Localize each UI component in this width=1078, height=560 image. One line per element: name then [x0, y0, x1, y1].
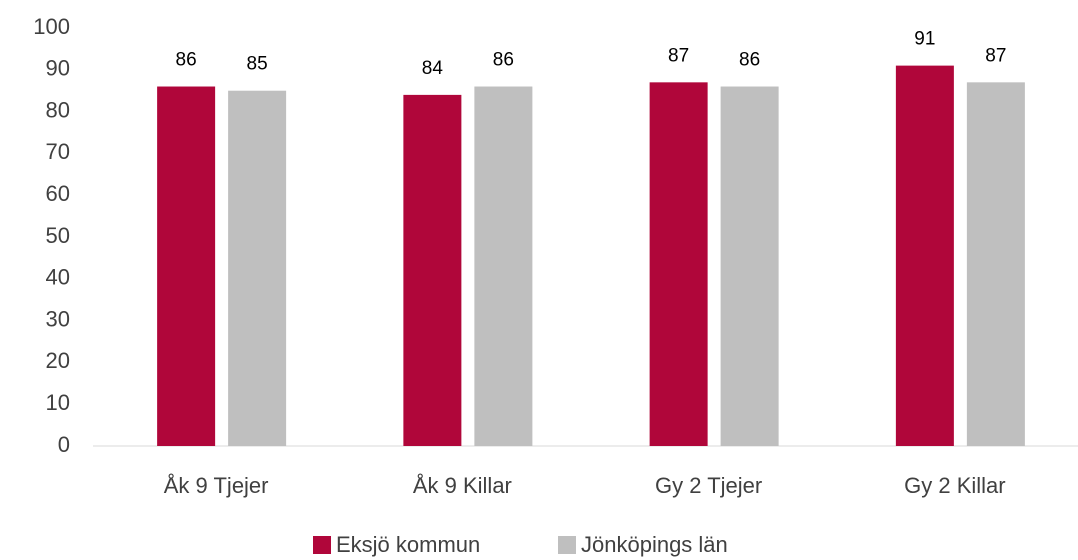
y-tick-label: 70	[46, 139, 70, 164]
y-tick-label: 20	[46, 348, 70, 373]
value-label: 85	[247, 54, 268, 75]
value-label: 84	[422, 58, 444, 79]
y-tick-label: 100	[33, 14, 70, 39]
legend-label: Eksjö kommun	[336, 532, 480, 557]
legend-label: Jönköpings län	[581, 532, 728, 557]
y-tick-label: 50	[46, 223, 70, 248]
y-tick-label: 10	[46, 390, 70, 415]
x-tick-label: Åk 9 Tjejer	[164, 473, 269, 498]
legend-swatch	[313, 536, 331, 554]
bar	[474, 86, 533, 447]
x-tick-label: Åk 9 Killar	[413, 473, 512, 498]
value-label: 91	[914, 29, 935, 50]
value-label: 86	[493, 50, 514, 71]
x-tick-label: Gy 2 Killar	[904, 473, 1005, 498]
bar	[966, 82, 1025, 446]
bar	[228, 90, 287, 446]
bar	[895, 65, 954, 447]
bar	[403, 94, 462, 446]
y-tick-label: 0	[58, 432, 70, 457]
y-tick-label: 90	[46, 56, 70, 81]
y-tick-label: 30	[46, 306, 70, 331]
legend-swatch	[558, 536, 576, 554]
value-label: 87	[668, 45, 689, 66]
x-tick-label: Gy 2 Tjejer	[655, 473, 762, 498]
value-label: 86	[739, 50, 760, 71]
bar	[157, 86, 216, 447]
bar	[720, 86, 779, 447]
value-label: 86	[176, 50, 197, 71]
bar	[649, 82, 708, 446]
y-tick-label: 40	[46, 265, 70, 290]
y-tick-label: 60	[46, 181, 70, 206]
y-tick-label: 80	[46, 97, 70, 122]
value-label: 87	[985, 45, 1006, 66]
